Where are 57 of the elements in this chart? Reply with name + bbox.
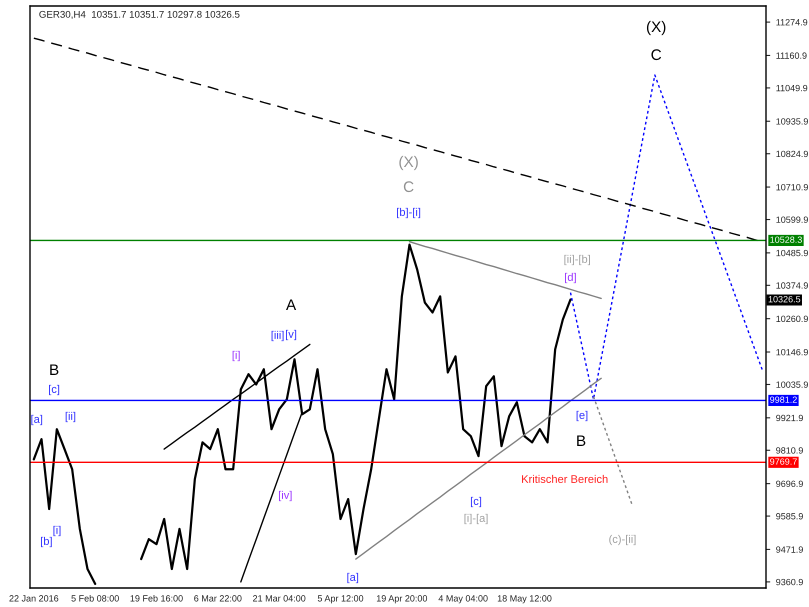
y-tick-label: 11049.9 <box>776 84 808 92</box>
annotation: [iv] <box>278 490 292 502</box>
chart-title: GER30,H4 10351.7 10351.7 10297.8 10326.5 <box>39 10 240 19</box>
annotation: [ii]-[b] <box>564 254 590 266</box>
x-tick-label: 5 Feb 08:00 <box>71 594 119 602</box>
y-tick-label: 10374.9 <box>776 282 808 289</box>
annotation: A <box>286 299 296 310</box>
annotation: [a] <box>31 414 42 426</box>
ref-line-label: 10528.3 <box>770 236 802 243</box>
annotation: C <box>404 181 414 192</box>
annotation: B <box>50 364 58 375</box>
annotation: B <box>577 435 586 446</box>
annotation: (X) <box>646 20 666 36</box>
annotation: [i]-[a] <box>464 514 488 524</box>
annotation: [ii] <box>66 412 76 422</box>
y-tick-label: 9471.9 <box>776 546 803 553</box>
x-tick-label: 18 May 12:00 <box>498 595 552 604</box>
x-tick-label: 21 Mar 04:00 <box>253 595 306 602</box>
ref-line-label: 9769.7 <box>770 458 797 465</box>
x-tick-label: 22 Jan 2016 <box>9 595 58 602</box>
x-tick-label: 19 Feb 16:00 <box>130 594 183 602</box>
y-tick-label: 10935.9 <box>776 118 808 125</box>
annotation: (X) <box>399 156 418 170</box>
y-tick-label: 10710.9 <box>776 184 808 190</box>
y-tick-label: 9696.9 <box>776 480 803 487</box>
annotation: [e] <box>576 410 588 422</box>
y-tick-label: 11274.9 <box>776 19 808 26</box>
annotation: (c)-[ii] <box>609 534 636 546</box>
annotation: [iii] <box>272 330 284 342</box>
annotation: [b]-[i] <box>397 208 420 218</box>
x-tick-label: 5 Apr 12:00 <box>318 595 364 604</box>
y-tick-label: 9810.9 <box>776 447 803 454</box>
annotation: [v] <box>286 330 296 340</box>
y-tick-label: 10035.9 <box>776 381 808 388</box>
text: 10326.5 <box>768 296 800 302</box>
y-tick-label: 11160.9 <box>776 52 807 59</box>
annotation: [c] <box>49 384 60 396</box>
annotation: [c] <box>470 496 482 508</box>
y-tick-label: 10146.9 <box>776 348 808 356</box>
x-tick-label: 4 May 04:00 <box>438 595 488 604</box>
annotation: [d] <box>565 272 576 284</box>
annotation: [b] <box>40 536 52 548</box>
y-tick-label: 10599.9 <box>776 216 808 223</box>
annotation: C <box>651 49 662 60</box>
y-tick-label: 10824.9 <box>776 150 808 158</box>
y-tick-label: 9360.9 <box>776 578 803 586</box>
y-tick-label: 9585.9 <box>776 513 803 520</box>
annotation: [a] <box>347 572 358 584</box>
y-tick-label: 9921.9 <box>776 414 803 422</box>
annotation: [i] <box>232 350 240 362</box>
annotation: [i] <box>53 526 61 536</box>
y-tick-label: 10260.9 <box>776 316 808 322</box>
x-tick-label: 6 Mar 22:00 <box>194 595 242 602</box>
x-tick-label: 19 Apr 20:00 <box>376 595 428 604</box>
y-tick-label: 10485.9 <box>776 250 808 256</box>
annotation: Kritischer Bereich <box>522 474 608 483</box>
ref-line-label: 9981.2 <box>770 396 797 403</box>
